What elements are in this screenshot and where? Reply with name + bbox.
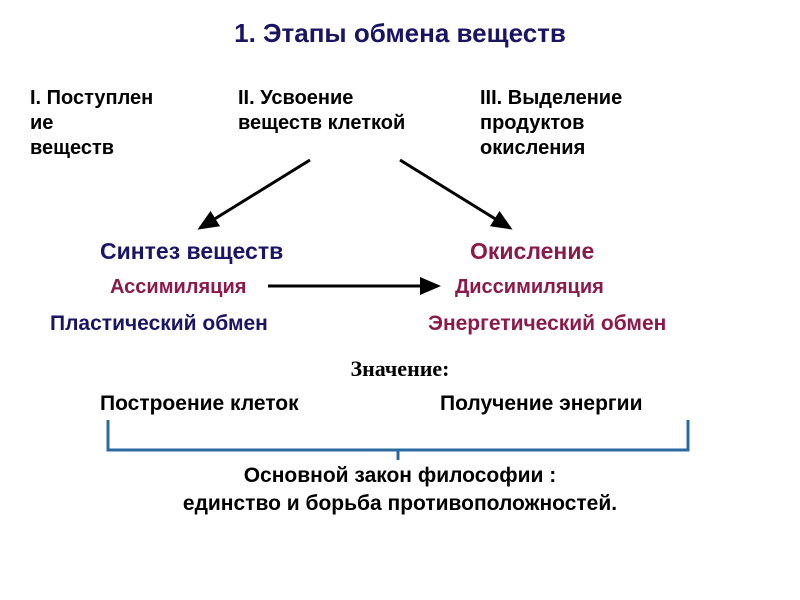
stage-3: III. Выделениепродуктов окисления bbox=[480, 86, 760, 161]
get-energy-label: Получение энергии bbox=[440, 392, 642, 416]
oxidation-label: Окисление bbox=[470, 238, 594, 265]
arrow bbox=[200, 160, 310, 228]
meaning-label: Значение: bbox=[0, 356, 800, 382]
energy-exchange-label: Энергетический обмен bbox=[428, 312, 666, 336]
stage-1: I. Поступлен иевеществ bbox=[30, 86, 220, 161]
stage-2: II. Усвоениевеществ клеткой bbox=[238, 86, 498, 136]
plastic-exchange-label: Пластический обмен bbox=[50, 312, 268, 336]
page-title: 1. Этапы обмена веществ bbox=[0, 0, 800, 49]
synthesis-label: Синтез веществ bbox=[100, 238, 283, 265]
build-cells-label: Построение клеток bbox=[100, 392, 299, 416]
assimilation-label: Ассимиляция bbox=[110, 276, 246, 299]
law-text: Основной закон философии :единство и бор… bbox=[0, 462, 800, 519]
arrow bbox=[400, 160, 510, 228]
dissimilation-label: Диссимиляция bbox=[455, 276, 604, 299]
bracket bbox=[108, 420, 688, 460]
